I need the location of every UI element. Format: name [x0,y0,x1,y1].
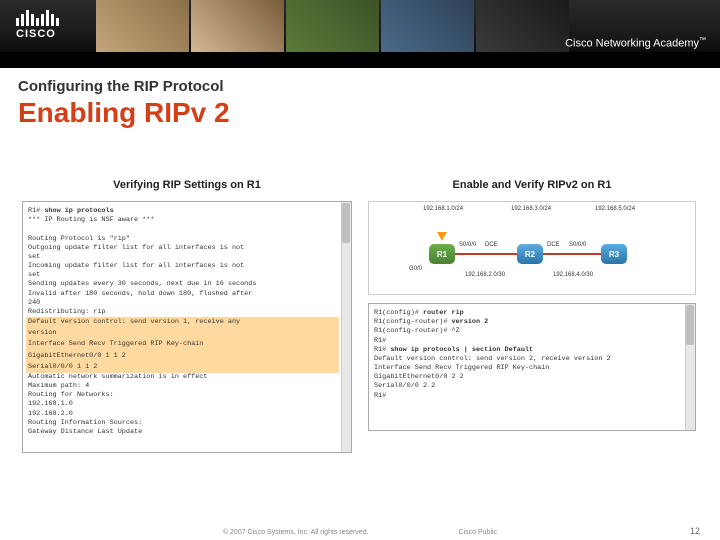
right-terminal-box: R1(config)# router rip R1(config-router)… [368,303,696,431]
academy-text: Cisco Networking Academy [565,38,699,50]
slide-title: Enabling RIPv 2 [0,97,720,137]
scrollbar[interactable] [341,202,351,452]
router-r1: R1 [429,244,455,264]
footer: © 2007 Cisco Systems, Inc. All rights re… [0,529,720,536]
terminal-line: Maximum path: 4 [28,382,337,391]
command: router rip [423,309,464,317]
highlighted-line: GigabitEthernet0/0 1 1 2 [26,351,339,362]
interface-label: G0/0 [409,266,422,272]
network-label: 192.168.3.0/24 [511,206,551,212]
terminal-line: 192.168.1.0 [28,400,337,409]
link-line [543,253,601,255]
cisco-logo-text: CISCO [16,28,59,40]
interface-label: S0/0/0 [569,242,586,248]
highlighted-line: Serial0/0/0 1 1 2 [26,362,339,373]
header-photo [381,0,474,52]
right-panel: Enable and Verify RIPv2 on R1 192.168.1.… [368,173,696,453]
left-terminal: R1# show ip protocols *** IP Routing is … [23,202,351,442]
terminal-line: GigabitEthernet0/0 2 2 [374,373,681,382]
header-banner: CISCO Cisco Networking Academy™ [0,0,720,68]
terminal-line: R1# [374,392,681,401]
terminal-line: *** IP Routing is NSF aware *** [28,216,337,225]
command: show ip protocols [44,207,113,215]
terminal-line: Automatic network summarization is in ef… [28,373,337,382]
classification-text: Cisco Public [459,529,498,536]
terminal-line: Outgoing update filter list for all inte… [28,244,337,253]
terminal-line: Routing Protocol is "rip" [28,235,337,244]
terminal-line: Default version control: send version 2,… [374,355,681,364]
cisco-logo-bars [16,8,59,26]
prompt: R1(config)# [374,309,423,317]
terminal-line: Incoming update filter list for all inte… [28,262,337,271]
header-photo [96,0,189,52]
prompt: R1(config-router)# [374,318,452,326]
right-panel-title: Enable and Verify RIPv2 on R1 [368,173,696,201]
slide-subtitle: Configuring the RIP Protocol [0,68,720,97]
terminal-line: Serial0/0/0 2 2 [374,382,681,391]
terminal-line: Invalid after 180 seconds, hold down 180… [28,290,337,299]
terminal-line: Redistributing: rip [28,308,337,317]
academy-label: Cisco Networking Academy™ [565,37,706,50]
link-line [455,253,517,255]
terminal-line: set [28,253,337,262]
terminal-line: R1(config)# router rip [374,309,681,318]
left-panel: Verifying RIP Settings on R1 R1# show ip… [22,173,352,453]
interface-label: S0/0/0 [459,242,476,248]
terminal-line: Routing Information Sources: [28,419,337,428]
network-label: 192.168.2.0/30 [465,272,505,278]
terminal-line: R1(config-router)# ^Z [374,327,681,336]
terminal-line: 240 [28,299,337,308]
arrow-down-icon [437,232,447,241]
left-terminal-box: R1# show ip protocols *** IP Routing is … [22,201,352,453]
router-r3: R3 [601,244,627,264]
right-terminal: R1(config)# router rip R1(config-router)… [369,304,695,406]
network-label: 192.168.5.0/24 [595,206,635,212]
header-black-bar [0,52,720,68]
terminal-line: R1(config-router)# version 2 [374,318,681,327]
highlighted-line: Interface Send Recv Triggered RIP Key-ch… [26,339,339,350]
terminal-line: 192.168.2.0 [28,410,337,419]
terminal-line: R1# show ip protocols | section Default [374,346,681,355]
terminal-line: Sending updates every 30 seconds, next d… [28,280,337,289]
scrollbar-thumb[interactable] [686,305,694,345]
content-area: Verifying RIP Settings on R1 R1# show ip… [0,137,720,453]
terminal-line: Routing for Networks: [28,391,337,400]
cisco-logo: CISCO [16,8,59,40]
copyright-text: © 2007 Cisco Systems, Inc. All rights re… [223,529,369,536]
highlighted-line: Default version control: send version 1,… [26,317,339,328]
topology-diagram: 192.168.1.0/24 192.168.3.0/24 192.168.5.… [368,201,696,295]
header-photo [476,0,569,52]
terminal-line: set [28,271,337,280]
terminal-line: R1# [374,337,681,346]
terminal-line: Gateway Distance Last Update [28,428,337,437]
page-number: 12 [690,526,700,536]
header-photo [286,0,379,52]
highlighted-line: version [26,328,339,339]
scrollbar-thumb[interactable] [342,203,350,243]
command: version 2 [452,318,489,326]
prompt: R1# [28,207,44,215]
command: show ip protocols | section Default [390,346,533,354]
header-photos [95,0,570,52]
trademark-icon: ™ [699,37,706,44]
network-label: 192.168.4.0/30 [553,272,593,278]
network-label: 192.168.1.0/24 [423,206,463,212]
interface-label: DCE [547,242,560,248]
prompt: R1# [374,346,390,354]
terminal-line: R1# show ip protocols [28,207,337,216]
header-photo [191,0,284,52]
scrollbar[interactable] [685,304,695,430]
router-r2: R2 [517,244,543,264]
interface-label: DCE [485,242,498,248]
terminal-line: Interface Send Recv Triggered RIP Key-ch… [374,364,681,373]
right-terminal-wrapper: R1(config)# router rip R1(config-router)… [368,303,696,431]
left-panel-title: Verifying RIP Settings on R1 [22,173,352,201]
